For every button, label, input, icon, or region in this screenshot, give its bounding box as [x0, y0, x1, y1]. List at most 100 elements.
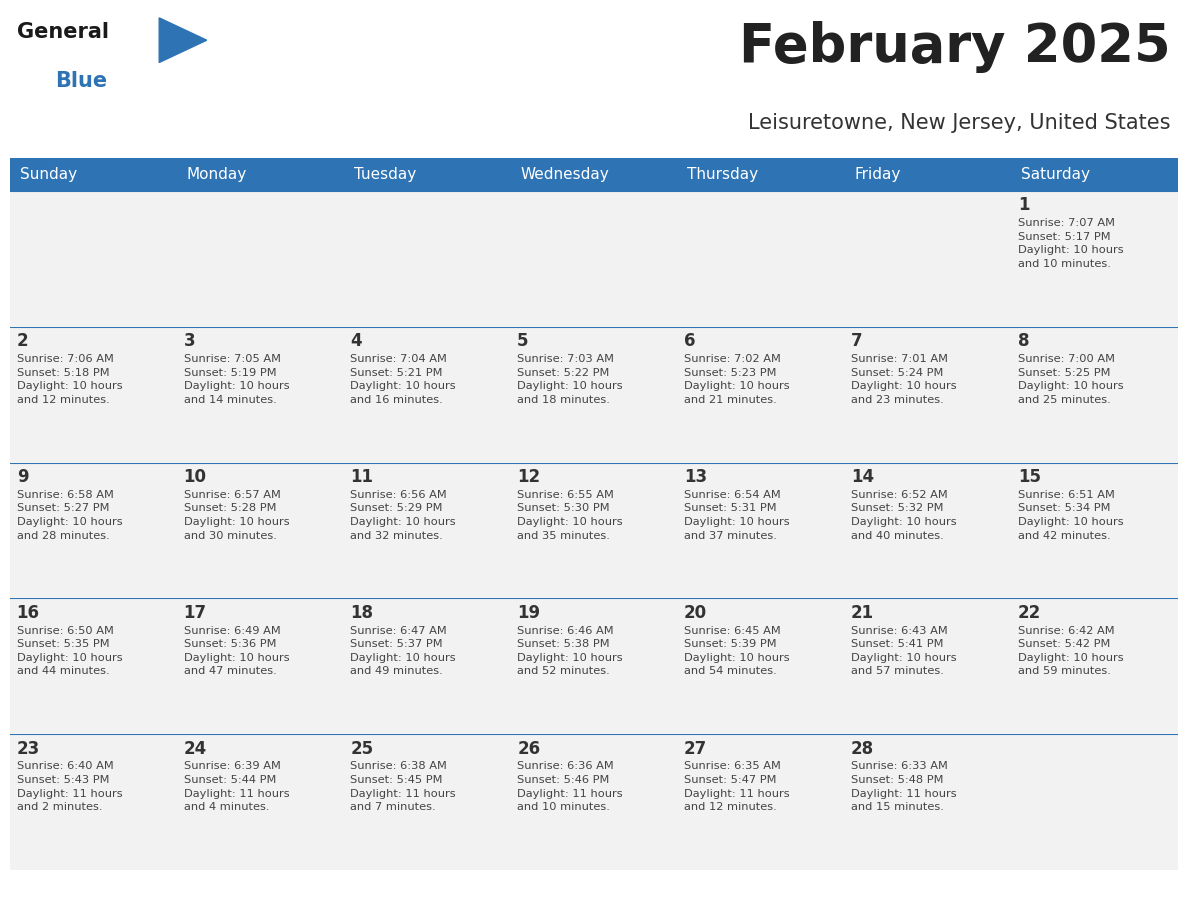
Text: Sunrise: 7:01 AM
Sunset: 5:24 PM
Daylight: 10 hours
and 23 minutes.: Sunrise: 7:01 AM Sunset: 5:24 PM Dayligh… — [851, 354, 956, 405]
Text: 12: 12 — [517, 468, 541, 486]
FancyBboxPatch shape — [343, 734, 511, 870]
FancyBboxPatch shape — [1011, 158, 1178, 191]
FancyBboxPatch shape — [845, 463, 1011, 599]
FancyBboxPatch shape — [511, 191, 677, 327]
FancyBboxPatch shape — [10, 191, 177, 327]
Text: 7: 7 — [851, 332, 862, 351]
Text: 4: 4 — [350, 332, 362, 351]
FancyBboxPatch shape — [1011, 463, 1178, 599]
FancyBboxPatch shape — [677, 463, 845, 599]
Text: Wednesday: Wednesday — [520, 167, 609, 182]
FancyBboxPatch shape — [177, 158, 343, 191]
Text: Sunrise: 6:43 AM
Sunset: 5:41 PM
Daylight: 10 hours
and 57 minutes.: Sunrise: 6:43 AM Sunset: 5:41 PM Dayligh… — [851, 625, 956, 677]
FancyBboxPatch shape — [343, 191, 511, 327]
Text: Sunrise: 6:52 AM
Sunset: 5:32 PM
Daylight: 10 hours
and 40 minutes.: Sunrise: 6:52 AM Sunset: 5:32 PM Dayligh… — [851, 490, 956, 541]
Text: 26: 26 — [517, 740, 541, 757]
FancyBboxPatch shape — [10, 327, 177, 463]
Text: Sunrise: 7:06 AM
Sunset: 5:18 PM
Daylight: 10 hours
and 12 minutes.: Sunrise: 7:06 AM Sunset: 5:18 PM Dayligh… — [17, 354, 122, 405]
Text: 18: 18 — [350, 604, 373, 621]
FancyBboxPatch shape — [511, 734, 677, 870]
Text: Sunrise: 6:42 AM
Sunset: 5:42 PM
Daylight: 10 hours
and 59 minutes.: Sunrise: 6:42 AM Sunset: 5:42 PM Dayligh… — [1018, 625, 1124, 677]
Text: Sunrise: 6:55 AM
Sunset: 5:30 PM
Daylight: 10 hours
and 35 minutes.: Sunrise: 6:55 AM Sunset: 5:30 PM Dayligh… — [517, 490, 623, 541]
FancyBboxPatch shape — [177, 599, 343, 734]
Text: Sunrise: 6:47 AM
Sunset: 5:37 PM
Daylight: 10 hours
and 49 minutes.: Sunrise: 6:47 AM Sunset: 5:37 PM Dayligh… — [350, 625, 456, 677]
Text: Sunrise: 6:49 AM
Sunset: 5:36 PM
Daylight: 10 hours
and 47 minutes.: Sunrise: 6:49 AM Sunset: 5:36 PM Dayligh… — [183, 625, 289, 677]
Text: Sunrise: 6:58 AM
Sunset: 5:27 PM
Daylight: 10 hours
and 28 minutes.: Sunrise: 6:58 AM Sunset: 5:27 PM Dayligh… — [17, 490, 122, 541]
Polygon shape — [159, 17, 207, 62]
Text: 16: 16 — [17, 604, 39, 621]
Text: Sunrise: 6:46 AM
Sunset: 5:38 PM
Daylight: 10 hours
and 52 minutes.: Sunrise: 6:46 AM Sunset: 5:38 PM Dayligh… — [517, 625, 623, 677]
FancyBboxPatch shape — [511, 327, 677, 463]
FancyBboxPatch shape — [1011, 734, 1178, 870]
Text: Sunrise: 7:04 AM
Sunset: 5:21 PM
Daylight: 10 hours
and 16 minutes.: Sunrise: 7:04 AM Sunset: 5:21 PM Dayligh… — [350, 354, 456, 405]
Text: Sunrise: 7:05 AM
Sunset: 5:19 PM
Daylight: 10 hours
and 14 minutes.: Sunrise: 7:05 AM Sunset: 5:19 PM Dayligh… — [183, 354, 289, 405]
Text: Sunrise: 7:00 AM
Sunset: 5:25 PM
Daylight: 10 hours
and 25 minutes.: Sunrise: 7:00 AM Sunset: 5:25 PM Dayligh… — [1018, 354, 1124, 405]
Text: 15: 15 — [1018, 468, 1041, 486]
Text: Sunrise: 7:03 AM
Sunset: 5:22 PM
Daylight: 10 hours
and 18 minutes.: Sunrise: 7:03 AM Sunset: 5:22 PM Dayligh… — [517, 354, 623, 405]
Text: Friday: Friday — [854, 167, 901, 182]
Text: Sunrise: 7:02 AM
Sunset: 5:23 PM
Daylight: 10 hours
and 21 minutes.: Sunrise: 7:02 AM Sunset: 5:23 PM Dayligh… — [684, 354, 790, 405]
FancyBboxPatch shape — [343, 158, 511, 191]
Text: 25: 25 — [350, 740, 373, 757]
FancyBboxPatch shape — [10, 463, 177, 599]
FancyBboxPatch shape — [10, 599, 177, 734]
Text: 1: 1 — [1018, 196, 1029, 215]
Text: 8: 8 — [1018, 332, 1029, 351]
FancyBboxPatch shape — [1011, 191, 1178, 327]
Text: 23: 23 — [17, 740, 40, 757]
Text: Leisuretowne, New Jersey, United States: Leisuretowne, New Jersey, United States — [747, 113, 1170, 133]
Text: 13: 13 — [684, 468, 707, 486]
Text: Sunrise: 6:51 AM
Sunset: 5:34 PM
Daylight: 10 hours
and 42 minutes.: Sunrise: 6:51 AM Sunset: 5:34 PM Dayligh… — [1018, 490, 1124, 541]
Text: 19: 19 — [517, 604, 541, 621]
Text: February 2025: February 2025 — [739, 21, 1170, 73]
Text: 9: 9 — [17, 468, 29, 486]
Text: General: General — [17, 22, 108, 41]
FancyBboxPatch shape — [511, 158, 677, 191]
Text: Sunrise: 6:54 AM
Sunset: 5:31 PM
Daylight: 10 hours
and 37 minutes.: Sunrise: 6:54 AM Sunset: 5:31 PM Dayligh… — [684, 490, 790, 541]
FancyBboxPatch shape — [343, 327, 511, 463]
FancyBboxPatch shape — [677, 191, 845, 327]
Text: Sunday: Sunday — [20, 167, 77, 182]
Text: Sunrise: 6:45 AM
Sunset: 5:39 PM
Daylight: 10 hours
and 54 minutes.: Sunrise: 6:45 AM Sunset: 5:39 PM Dayligh… — [684, 625, 790, 677]
Text: 5: 5 — [517, 332, 529, 351]
Text: Sunrise: 6:38 AM
Sunset: 5:45 PM
Daylight: 11 hours
and 7 minutes.: Sunrise: 6:38 AM Sunset: 5:45 PM Dayligh… — [350, 761, 456, 812]
FancyBboxPatch shape — [845, 191, 1011, 327]
FancyBboxPatch shape — [343, 463, 511, 599]
FancyBboxPatch shape — [511, 599, 677, 734]
Text: 2: 2 — [17, 332, 29, 351]
FancyBboxPatch shape — [677, 734, 845, 870]
Text: Sunrise: 6:56 AM
Sunset: 5:29 PM
Daylight: 10 hours
and 32 minutes.: Sunrise: 6:56 AM Sunset: 5:29 PM Dayligh… — [350, 490, 456, 541]
Text: Monday: Monday — [187, 167, 247, 182]
Text: 20: 20 — [684, 604, 707, 621]
Text: 14: 14 — [851, 468, 874, 486]
Text: Sunrise: 6:57 AM
Sunset: 5:28 PM
Daylight: 10 hours
and 30 minutes.: Sunrise: 6:57 AM Sunset: 5:28 PM Dayligh… — [183, 490, 289, 541]
FancyBboxPatch shape — [177, 734, 343, 870]
Text: Blue: Blue — [55, 72, 107, 92]
Text: Sunrise: 6:39 AM
Sunset: 5:44 PM
Daylight: 11 hours
and 4 minutes.: Sunrise: 6:39 AM Sunset: 5:44 PM Dayligh… — [183, 761, 289, 812]
FancyBboxPatch shape — [845, 327, 1011, 463]
Text: Sunrise: 6:50 AM
Sunset: 5:35 PM
Daylight: 10 hours
and 44 minutes.: Sunrise: 6:50 AM Sunset: 5:35 PM Dayligh… — [17, 625, 122, 677]
Text: Saturday: Saturday — [1022, 167, 1091, 182]
FancyBboxPatch shape — [845, 734, 1011, 870]
FancyBboxPatch shape — [1011, 599, 1178, 734]
Text: 6: 6 — [684, 332, 696, 351]
FancyBboxPatch shape — [677, 158, 845, 191]
Text: 17: 17 — [183, 604, 207, 621]
FancyBboxPatch shape — [677, 327, 845, 463]
Text: Sunrise: 6:35 AM
Sunset: 5:47 PM
Daylight: 11 hours
and 12 minutes.: Sunrise: 6:35 AM Sunset: 5:47 PM Dayligh… — [684, 761, 790, 812]
Text: 10: 10 — [183, 468, 207, 486]
Text: 24: 24 — [183, 740, 207, 757]
FancyBboxPatch shape — [845, 158, 1011, 191]
FancyBboxPatch shape — [845, 599, 1011, 734]
FancyBboxPatch shape — [177, 327, 343, 463]
Text: 21: 21 — [851, 604, 874, 621]
Text: Tuesday: Tuesday — [354, 167, 416, 182]
Text: Sunrise: 6:36 AM
Sunset: 5:46 PM
Daylight: 11 hours
and 10 minutes.: Sunrise: 6:36 AM Sunset: 5:46 PM Dayligh… — [517, 761, 623, 812]
Text: Sunrise: 7:07 AM
Sunset: 5:17 PM
Daylight: 10 hours
and 10 minutes.: Sunrise: 7:07 AM Sunset: 5:17 PM Dayligh… — [1018, 218, 1124, 269]
Text: Sunrise: 6:40 AM
Sunset: 5:43 PM
Daylight: 11 hours
and 2 minutes.: Sunrise: 6:40 AM Sunset: 5:43 PM Dayligh… — [17, 761, 122, 812]
FancyBboxPatch shape — [177, 191, 343, 327]
Text: 22: 22 — [1018, 604, 1041, 621]
FancyBboxPatch shape — [511, 463, 677, 599]
FancyBboxPatch shape — [343, 599, 511, 734]
Text: 28: 28 — [851, 740, 874, 757]
